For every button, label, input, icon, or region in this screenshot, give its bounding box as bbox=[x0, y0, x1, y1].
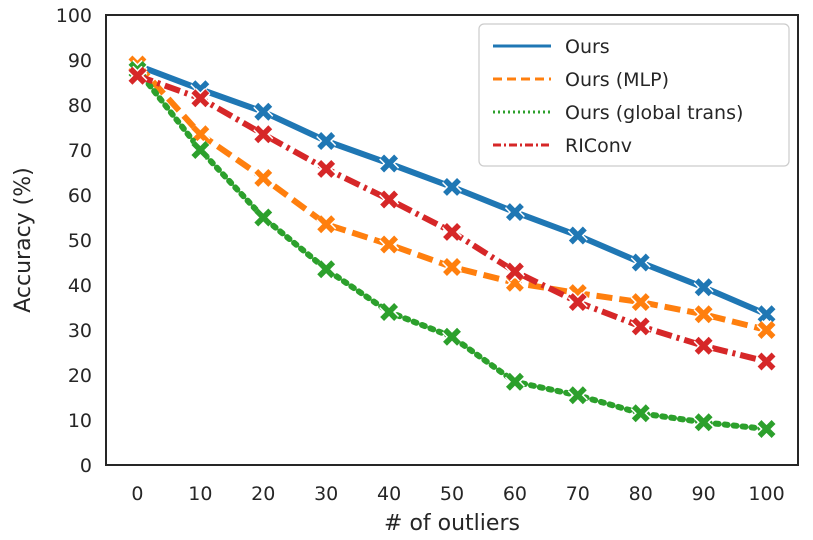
data-point-marker bbox=[757, 305, 776, 324]
data-point-marker bbox=[631, 253, 650, 272]
data-point-marker bbox=[443, 177, 461, 196]
data-point-marker bbox=[631, 293, 650, 312]
data-point-marker bbox=[254, 102, 273, 121]
plot-frame bbox=[105, 14, 799, 466]
x-tick-label: 40 bbox=[377, 483, 401, 505]
y-tick-label: 30 bbox=[68, 320, 92, 342]
data-point-marker bbox=[505, 372, 524, 391]
data-point-marker bbox=[694, 413, 713, 432]
data-point-marker bbox=[191, 89, 210, 108]
y-tick-label: 60 bbox=[68, 185, 92, 207]
data-point-marker bbox=[380, 154, 399, 173]
data-point-marker bbox=[505, 262, 524, 281]
data-point-marker bbox=[443, 222, 461, 241]
x-tick-label: 90 bbox=[692, 483, 716, 505]
y-tick-label: 50 bbox=[68, 230, 92, 252]
data-point-marker bbox=[568, 226, 587, 245]
series-ours bbox=[127, 55, 777, 325]
x-tick-label: 70 bbox=[566, 483, 590, 505]
data-point-marker bbox=[757, 352, 776, 371]
x-tick-label: 100 bbox=[748, 483, 784, 505]
y-tick-label: 20 bbox=[68, 365, 92, 387]
x-tick-label: 10 bbox=[188, 483, 212, 505]
data-point-marker bbox=[317, 260, 336, 279]
y-tick-label: 80 bbox=[68, 95, 92, 117]
data-point-marker bbox=[568, 293, 587, 312]
x-axis-title: # of outliers bbox=[384, 511, 520, 536]
y-tick-label: 70 bbox=[68, 140, 92, 162]
series-layer bbox=[127, 54, 777, 440]
data-point-marker bbox=[631, 317, 650, 336]
y-tick-label: 0 bbox=[80, 455, 92, 477]
data-point-marker bbox=[191, 125, 210, 144]
x-axis-ticks: 0 10 20 30 40 50 60 70 80 90 100 bbox=[131, 483, 784, 505]
x-tick-label: 80 bbox=[629, 483, 653, 505]
legend-box bbox=[478, 23, 790, 167]
data-point-marker bbox=[694, 278, 713, 297]
data-point-marker bbox=[757, 321, 776, 339]
x-tick-label: 30 bbox=[314, 483, 338, 505]
data-point-marker bbox=[443, 258, 461, 276]
data-point-marker bbox=[694, 305, 713, 324]
x-tick-label: 0 bbox=[131, 483, 143, 505]
y-tick-label: 90 bbox=[68, 50, 92, 72]
data-point-marker bbox=[317, 159, 336, 178]
x-tick-label: 20 bbox=[251, 483, 275, 505]
series-riconv bbox=[127, 65, 777, 372]
data-point-marker bbox=[254, 208, 273, 227]
data-point-marker bbox=[631, 404, 650, 423]
x-tick-label: 50 bbox=[440, 483, 464, 505]
legend-label: RIConv bbox=[565, 135, 632, 157]
data-point-marker bbox=[568, 386, 587, 405]
data-point-marker bbox=[317, 215, 336, 234]
data-point-marker bbox=[191, 141, 210, 159]
data-point-marker bbox=[254, 125, 273, 144]
x-tick-label: 60 bbox=[503, 483, 527, 505]
data-point-marker bbox=[380, 235, 399, 254]
data-point-marker bbox=[380, 190, 399, 209]
y-tick-label: 40 bbox=[68, 275, 92, 297]
legend-label: Ours (global trans) bbox=[565, 102, 743, 124]
legend-label: Ours (MLP) bbox=[565, 69, 669, 91]
y-axis-title: Accuracy (%) bbox=[11, 167, 36, 313]
data-point-marker bbox=[757, 420, 776, 438]
data-point-marker bbox=[443, 327, 461, 346]
series-ours-global-trans bbox=[127, 59, 777, 440]
data-point-marker bbox=[317, 132, 336, 150]
data-point-marker bbox=[380, 303, 399, 321]
data-point-marker bbox=[505, 203, 524, 222]
y-tick-label: 100 bbox=[56, 5, 92, 27]
data-point-marker bbox=[254, 168, 273, 187]
data-point-marker bbox=[694, 336, 713, 355]
y-axis-ticks: 0 10 20 30 40 50 60 70 80 90 100 bbox=[56, 5, 92, 477]
legend-label: Ours bbox=[565, 36, 610, 58]
y-tick-label: 10 bbox=[68, 410, 92, 432]
legend: Ours Ours (MLP) Ours (global trans) RIConv bbox=[478, 23, 790, 167]
data-point-marker bbox=[128, 66, 147, 85]
